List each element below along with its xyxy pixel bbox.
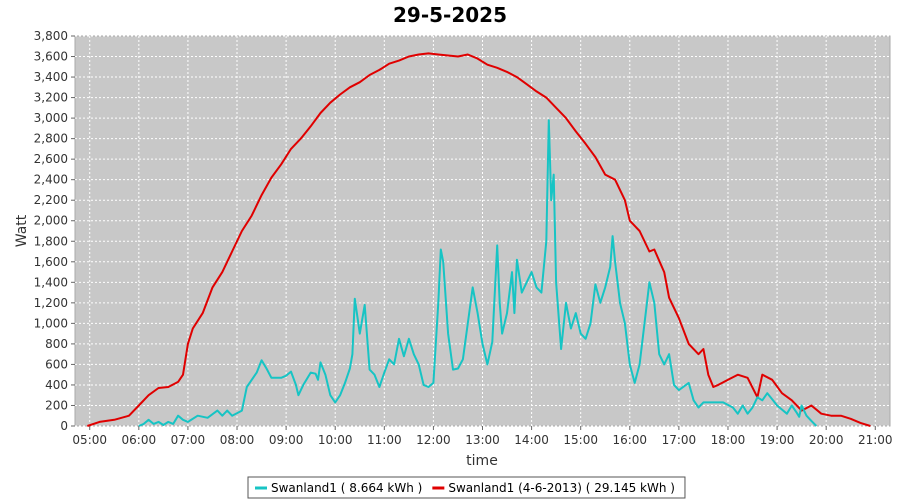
- x-tick-label: 16:00: [612, 433, 647, 447]
- y-tick-label: 2,000: [34, 214, 68, 228]
- axes: 05:00 06:00 07:00 08:00 09:00 10:00 11:00 12:00…: [34, 29, 893, 447]
- y-tick-label: 1,400: [34, 275, 68, 289]
- legend: Swanland1 ( 8.664 kWh ) Swanland1 (4-6-20…: [247, 476, 686, 499]
- x-tick-label: 21:00: [858, 433, 893, 447]
- x-tick-label: 10:00: [318, 433, 353, 447]
- y-tick-label: 3,000: [34, 111, 68, 125]
- y-tick-label: 3,600: [34, 50, 68, 64]
- legend-label-2: Swanland1 (4-6-2013) ( 29.145 kWh ): [448, 481, 675, 495]
- series-line-1: [138, 119, 818, 427]
- series-line-2: [86, 52, 871, 427]
- y-tick-label: 1,000: [34, 316, 68, 330]
- x-tick-label: 06:00: [122, 433, 157, 447]
- series-layer: [86, 52, 871, 427]
- y-tick-label: 3,200: [34, 91, 68, 105]
- x-tick-label: 18:00: [711, 433, 746, 447]
- y-tick-label: 1,800: [34, 234, 68, 248]
- x-tick-label: 17:00: [662, 433, 697, 447]
- y-axis-label: Watt: [14, 214, 30, 247]
- y-tick-label: 3,800: [34, 29, 68, 43]
- y-tick-label: 400: [45, 378, 68, 392]
- chart-title: 29-5-2025: [393, 3, 507, 27]
- y-tick-label: 800: [45, 337, 68, 351]
- y-tick-label: 0: [60, 419, 68, 433]
- y-tick-label: 2,400: [34, 173, 68, 187]
- x-axis-label: time: [466, 453, 498, 469]
- x-tick-label: 19:00: [760, 433, 795, 447]
- y-tick-label: 3,400: [34, 70, 68, 84]
- x-tick-label: 11:00: [367, 433, 402, 447]
- legend-label-1: Swanland1 ( 8.664 kWh ): [271, 481, 422, 495]
- y-tick-label: 2,600: [34, 152, 68, 166]
- y-tick-label: 200: [45, 398, 68, 412]
- x-tick-label: 13:00: [465, 433, 500, 447]
- x-tick-label: 15:00: [563, 433, 598, 447]
- y-tick-label: 600: [45, 357, 68, 371]
- y-tick-label: 1,200: [34, 296, 68, 310]
- x-tick-label: 14:00: [514, 433, 549, 447]
- plot-area: [74, 35, 891, 427]
- x-tick-label: 07:00: [171, 433, 206, 447]
- y-tick-label: 2,200: [34, 193, 68, 207]
- x-tick-label: 05:00: [72, 433, 107, 447]
- x-tick-label: 09:00: [269, 433, 304, 447]
- legend-box: [247, 476, 686, 499]
- x-tick-label: 12:00: [416, 433, 451, 447]
- y-tick-label: 2,800: [34, 132, 68, 146]
- x-tick-label: 20:00: [809, 433, 844, 447]
- x-tick-label: 08:00: [220, 433, 255, 447]
- y-tick-label: 1,600: [34, 255, 68, 269]
- grid: [75, 35, 890, 427]
